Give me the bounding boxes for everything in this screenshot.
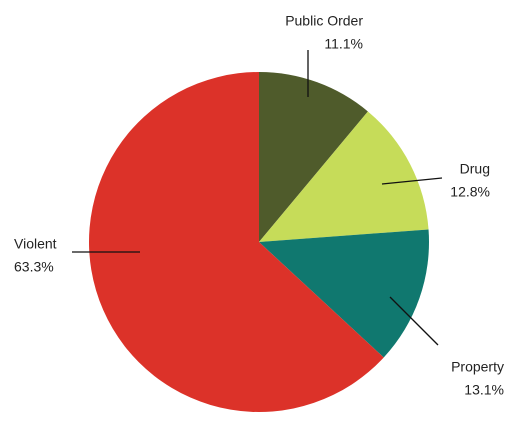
slice-value-label: 12.8% (450, 184, 490, 200)
pie-slice (259, 111, 429, 242)
slice-value-label: 11.1% (324, 36, 363, 52)
slice-value-label: 13.1% (464, 382, 504, 398)
pie-slice (259, 229, 429, 358)
slice-label: Public Order (285, 13, 363, 29)
leader-line (381, 177, 443, 185)
leader-line (389, 296, 439, 346)
slice-value-label: 63.3% (14, 259, 54, 275)
slice-label: Drug (460, 161, 490, 177)
slice-label: Property (451, 359, 504, 375)
pie-slice (259, 72, 368, 242)
pie-slice (89, 72, 384, 412)
slice-label: Violent (14, 236, 57, 252)
